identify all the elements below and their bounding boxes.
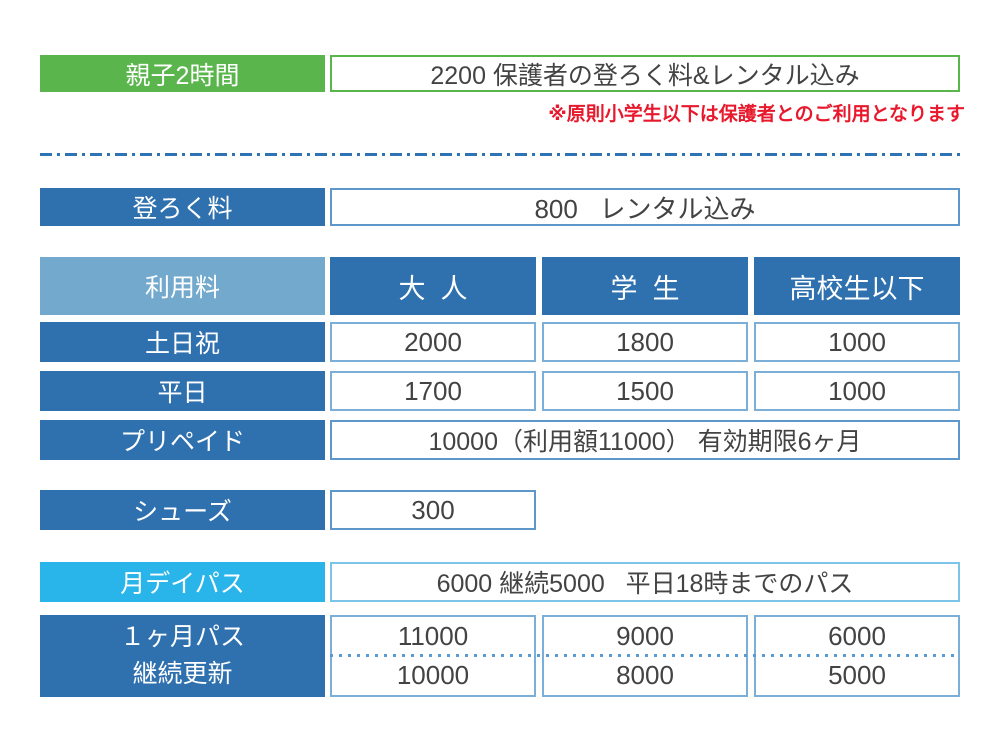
section-divider [40,153,961,156]
weekday-label: 平日 [40,371,325,411]
month-day-pass-label: 月デイパス [40,562,325,602]
usage-fee-header-label: 利用料 [40,257,325,315]
column-header-highschool-under: 高校生以下 [754,257,960,315]
month-pass-adult-renewal: 10000 [396,660,470,690]
weekend-holiday-label: 土日祝 [40,322,325,362]
weekday-adult-price: 1700 [330,371,536,411]
weekend-adult-price: 2000 [330,322,536,362]
weekend-student-price: 1800 [542,322,748,362]
parent-child-2h-label: 親子2時間 [40,55,325,92]
month-pass-highschool-new: 6000 [828,621,886,651]
month-pass-label: １ヶ月パス 継続更新 [40,615,325,697]
month-day-pass-value: 6000 継続5000 平日18時までのパス [330,562,960,602]
weekend-highschool-price: 1000 [754,322,960,362]
month-pass-student-new: 9000 [616,621,674,651]
weekday-student-price: 1500 [542,371,748,411]
shoes-label: シューズ [40,490,325,530]
weekday-highschool-price: 1000 [754,371,960,411]
month-pass-highschool-renewal: 5000 [828,660,886,690]
month-pass-label-line2: 継続更新 [132,660,233,688]
registration-fee-label: 登ろく料 [40,188,325,226]
prepaid-value: 10000（利用額11000） 有効期限6ヶ月 [330,420,960,460]
prepaid-label: プリペイド [40,420,325,460]
month-pass-dotted-divider [330,654,960,657]
month-pass-label-line1: １ヶ月パス [119,623,245,651]
month-pass-adult-new: 11000 [397,621,469,651]
registration-fee-value: 800 レンタル込み [330,188,960,226]
parent-child-2h-value: 2200 保護者の登ろく料&レンタル込み [330,55,960,92]
month-pass-student-renewal: 8000 [616,660,674,690]
column-header-adult: 大 人 [330,257,536,315]
column-header-student: 学 生 [542,257,748,315]
shoes-value: 300 [330,490,536,530]
note-text: ※原則小学生以下は保護者とのご利用となります [548,104,965,125]
